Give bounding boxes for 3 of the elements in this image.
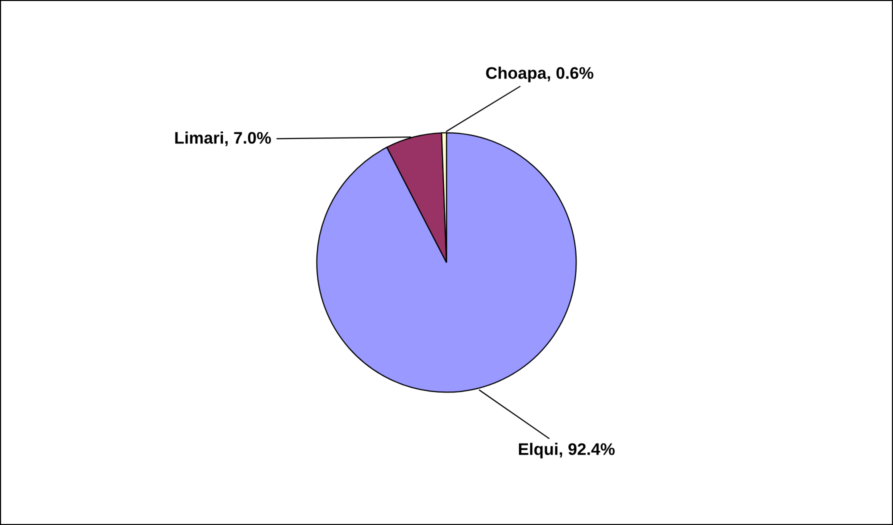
- slice-label: Limari, 7.0%: [175, 132, 271, 146]
- slice-label: Elqui, 92.4%: [518, 442, 615, 458]
- slice-label: Choapa, 0.6%: [486, 66, 594, 82]
